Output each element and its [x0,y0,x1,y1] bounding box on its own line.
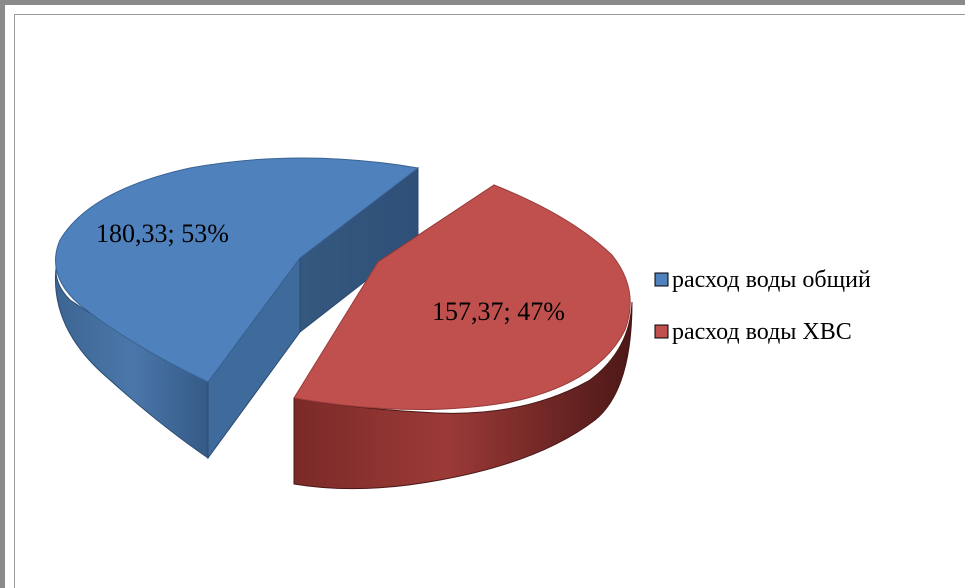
frame-inner-line-top [14,14,965,15]
legend: расход воды общий расход воды ХВС [654,267,871,345]
slice-2-data-label: 157,37; 47% [432,297,565,326]
slice-1-data-label: 180,33; 53% [96,219,229,248]
legend-swatch-1 [654,272,669,287]
legend-swatch-2 [654,324,669,339]
slice-1-top [55,157,420,383]
legend-entry-2: расход воды ХВС [672,319,852,345]
legend-entry-1: расход воды общий [672,267,871,293]
frame-inner-line-left [14,14,15,588]
slice-2-top [293,184,631,410]
slice-2-side-wall [293,301,633,490]
